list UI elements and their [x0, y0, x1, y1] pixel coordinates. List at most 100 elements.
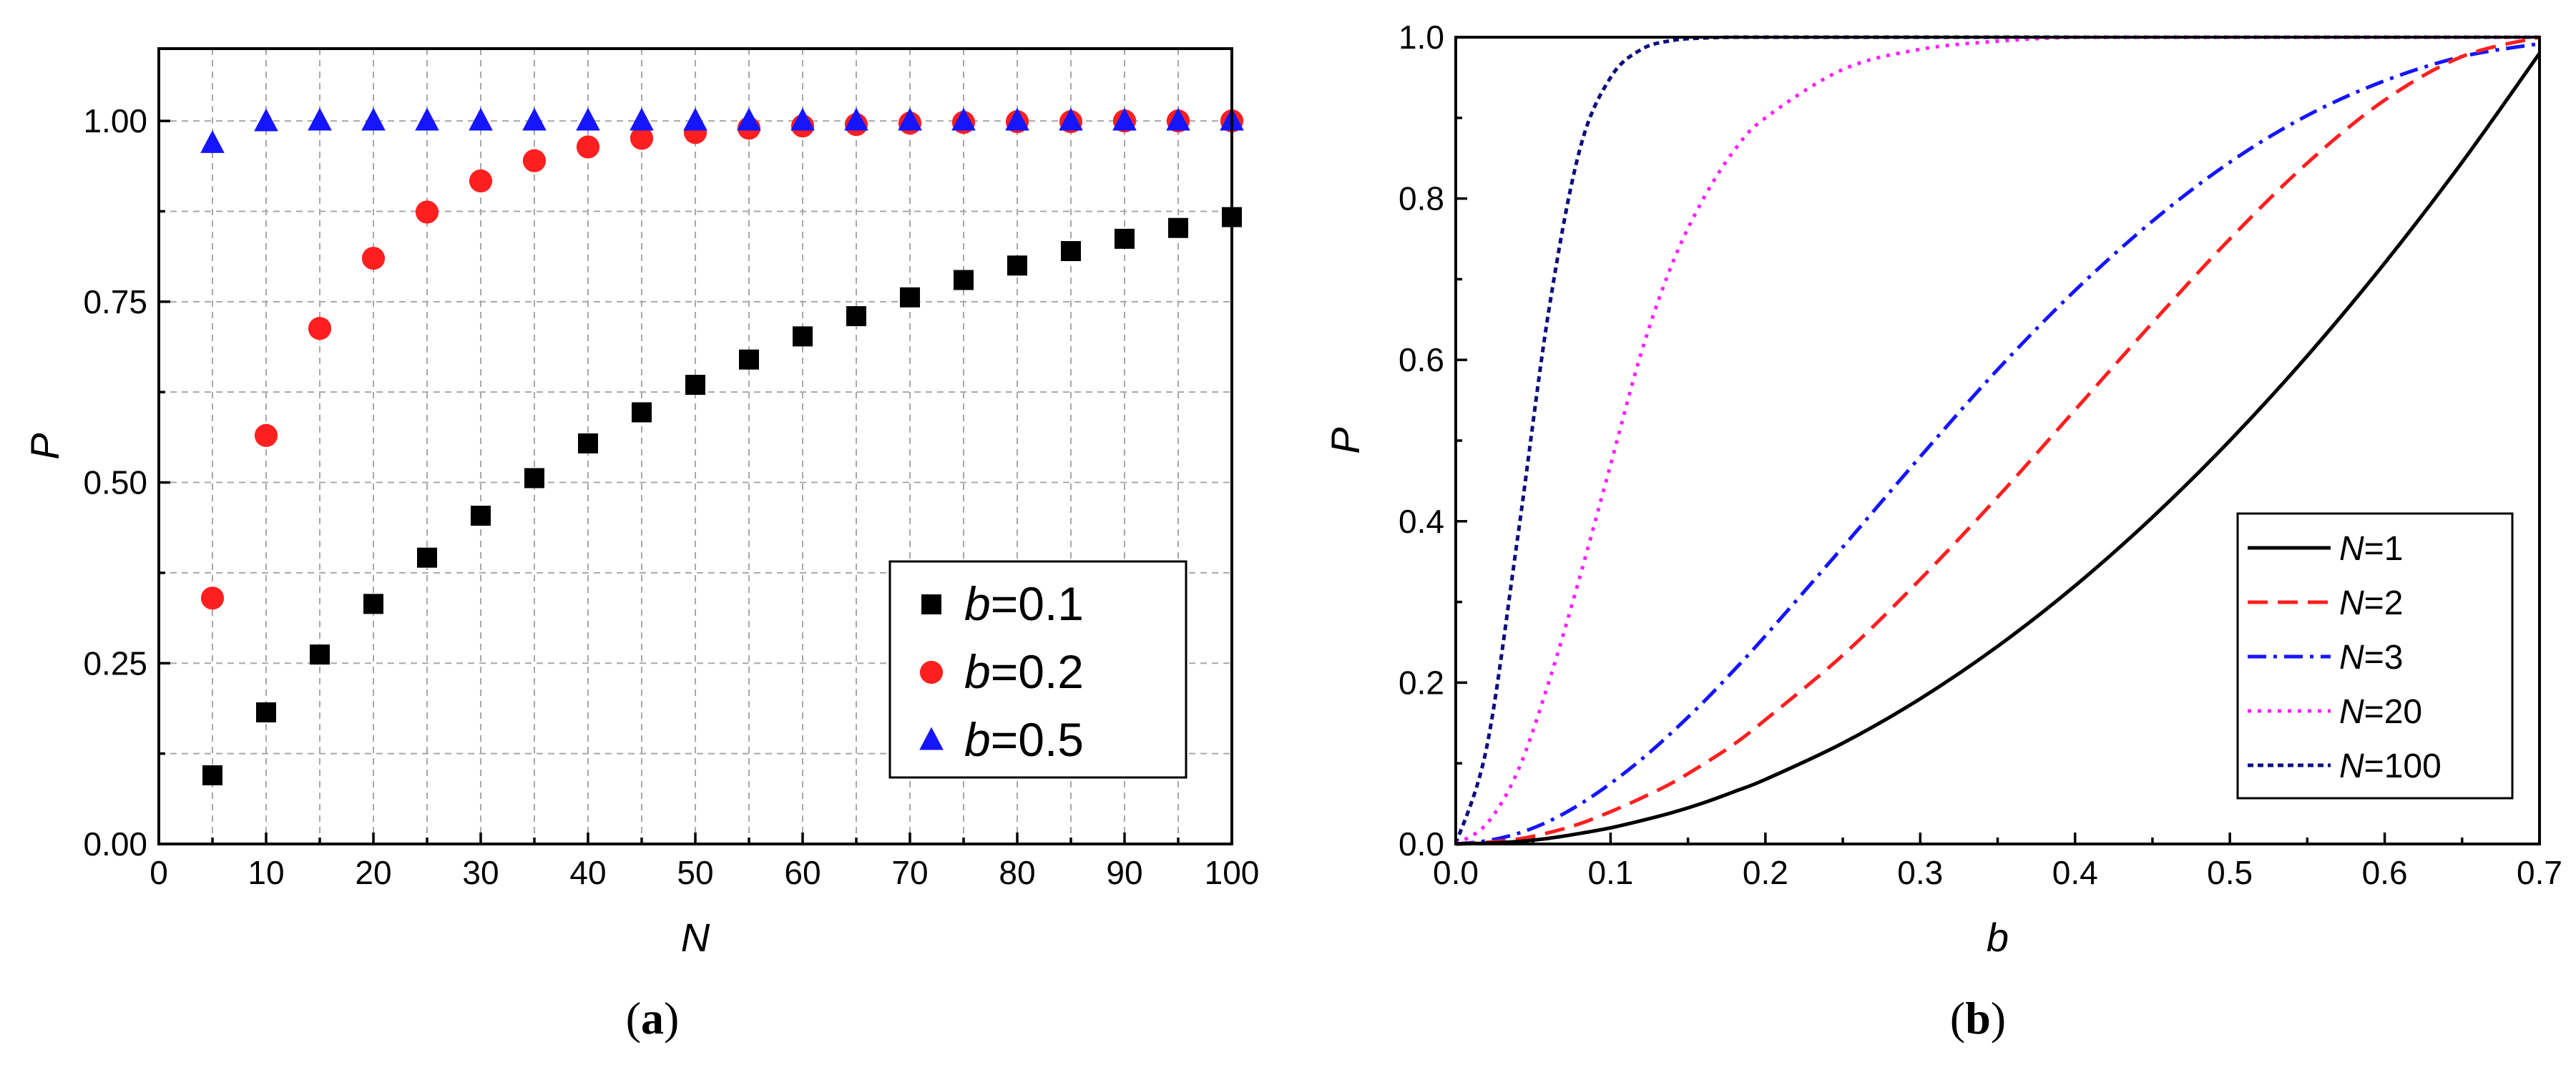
- y-axis-label: P: [22, 433, 67, 459]
- legend-marker: [921, 594, 941, 614]
- data-point: [1115, 228, 1135, 249]
- x-tick-label: 0.0: [1433, 854, 1479, 891]
- data-point: [254, 108, 278, 132]
- legend-label: N=20: [2339, 693, 2422, 731]
- data-point: [308, 107, 332, 131]
- x-tick-label: 90: [1106, 854, 1142, 891]
- data-point: [361, 107, 386, 131]
- x-tick-label: 0.1: [1587, 854, 1633, 891]
- legend-label: N=3: [2339, 639, 2403, 677]
- x-tick-label: 0.4: [2052, 854, 2098, 891]
- legend-value: =2: [2364, 584, 2404, 622]
- data-point: [683, 107, 707, 131]
- x-tick-label: 10: [248, 854, 284, 891]
- x-tick-label: 100: [1205, 854, 1260, 891]
- data-point: [522, 149, 547, 172]
- legend-var: b: [964, 645, 991, 698]
- y-tick-label: 0.4: [1399, 503, 1444, 540]
- panel-a-chart: 0 10 20 30 40 50 60 70 80 90 100 0.00 0.25 0.50 0.75 1.…: [22, 47, 1260, 1044]
- legend-var: N: [2339, 584, 2364, 622]
- caption-a: (a): [626, 993, 680, 1044]
- data-point: [256, 702, 276, 723]
- x-tick-label: 0.6: [2362, 854, 2408, 891]
- legend-var: b: [964, 577, 991, 630]
- y-tick-label: 0.6: [1399, 341, 1444, 378]
- series-line: [1454, 35, 2540, 846]
- legend-label: b=0.5: [964, 713, 1084, 766]
- x-tick-label: 0.3: [1897, 854, 1943, 891]
- panel-b-chart: 0.0 0.1 0.2 0.3 0.4 0.5 0.6 0.7 0.0 0.2 0.4 0.6 0.8 1…: [1323, 19, 2562, 1044]
- x-tick-label: 40: [569, 854, 606, 891]
- x-axis-label: N: [681, 915, 710, 960]
- data-point: [1005, 107, 1029, 131]
- legend-label: b=0.2: [964, 645, 1084, 698]
- data-point: [630, 127, 654, 150]
- legend: b=0.1b=0.2b=0.5: [888, 560, 1187, 779]
- data-point: [737, 107, 761, 131]
- legend-label: N=1: [2339, 530, 2403, 568]
- caption-part: ): [664, 993, 679, 1044]
- legend-var: N: [2339, 639, 2364, 677]
- caption-part: ): [1991, 993, 2006, 1044]
- data-point: [363, 594, 383, 614]
- x-tick-label: 30: [462, 854, 499, 891]
- data-point: [469, 169, 493, 193]
- legend-box: [2236, 512, 2514, 800]
- data-point: [1168, 217, 1188, 238]
- data-point: [1059, 107, 1083, 131]
- x-tick-label: 0.7: [2517, 854, 2562, 891]
- legend-value: =0.2: [991, 645, 1084, 698]
- data-point: [469, 107, 493, 131]
- data-point: [576, 135, 600, 159]
- data-point: [578, 433, 598, 453]
- caption-part: (: [626, 993, 641, 1044]
- data-point: [415, 200, 439, 224]
- data-point: [846, 306, 866, 327]
- x-axis-label: b: [1987, 915, 2009, 960]
- data-point: [630, 107, 654, 131]
- y-tick-label: 0.50: [83, 464, 147, 501]
- legend-var: N: [2339, 530, 2364, 568]
- legend-value: =0.1: [991, 577, 1084, 630]
- x-tick-label: 20: [355, 854, 391, 891]
- legend-var: b: [964, 713, 991, 766]
- caption-part: a: [641, 993, 664, 1044]
- legend-marker: [919, 660, 944, 684]
- data-point: [685, 375, 705, 396]
- data-point: [793, 326, 813, 347]
- y-tick-label: 0.00: [83, 825, 147, 863]
- plot-frame: [157, 47, 1233, 845]
- data-point: [254, 423, 278, 447]
- series-line: [1455, 35, 2540, 846]
- data-point: [417, 547, 437, 568]
- x-tick-label: 70: [891, 854, 928, 891]
- legend-value: =1: [2364, 530, 2404, 568]
- data-point: [790, 107, 815, 131]
- y-tick-label: 0.75: [83, 283, 147, 320]
- legend: N=1N=2N=3N=20N=100: [2236, 512, 2514, 800]
- legend-marker: [919, 727, 944, 750]
- data-point: [954, 270, 974, 290]
- data-point: [200, 586, 225, 610]
- x-tick-label: 80: [999, 854, 1035, 891]
- legend-var: N: [2339, 747, 2364, 785]
- legend-value: =100: [2364, 747, 2442, 785]
- data-point: [739, 349, 759, 370]
- caption-part: b: [1965, 993, 1991, 1044]
- caption-part: (: [1950, 993, 1965, 1044]
- legend-var: N: [2339, 693, 2364, 731]
- data-point: [200, 129, 225, 153]
- data-point: [415, 107, 439, 131]
- data-point: [576, 107, 600, 131]
- data-point: [524, 468, 544, 489]
- legend-value: =0.5: [991, 713, 1084, 766]
- data-point: [308, 317, 332, 340]
- x-tick-label: 0: [150, 854, 168, 891]
- caption-b: (b): [1950, 993, 2006, 1044]
- data-point: [1061, 241, 1081, 262]
- x-tick-label: 0.2: [1743, 854, 1788, 891]
- data-point: [361, 247, 386, 270]
- data-point: [898, 107, 922, 131]
- data-point: [1166, 107, 1190, 131]
